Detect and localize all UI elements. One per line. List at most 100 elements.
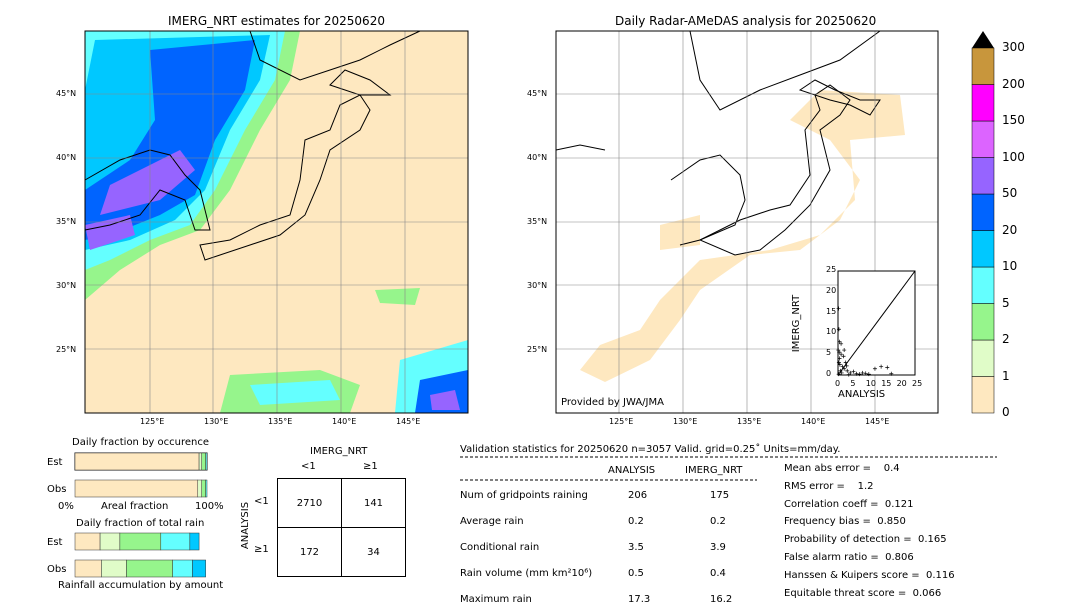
scatter-x-tick: 0 (835, 379, 841, 388)
stats-col-analysis: ANALYSIS (608, 465, 656, 476)
fraction-segment (197, 479, 202, 498)
right-map-frame (555, 30, 939, 414)
lat-tick: 30°N (56, 281, 77, 290)
colorbar-segment (971, 339, 995, 377)
scatter-y-tick: 0 (826, 369, 832, 378)
scatter-point (843, 360, 848, 365)
occ-est-label: Est (47, 457, 63, 468)
stat-label: Rain volume (mm km²10⁶) (460, 568, 593, 579)
fraction-segment (198, 452, 202, 471)
occ-tick-0: 0% (58, 501, 74, 512)
fraction-segment (201, 452, 206, 471)
score-line: Correlation coeff = 0.121 (784, 498, 914, 510)
scatter-x-tick: 15 (881, 379, 892, 388)
colorbar-label: 10 (1002, 259, 1018, 273)
ct-row-0: <1 (254, 496, 269, 507)
colorbar-segment (971, 47, 995, 85)
scatter-point (889, 371, 894, 376)
scatter-point (863, 371, 868, 376)
stat-imerg: 0.2 (710, 516, 726, 527)
fraction-segment (74, 559, 102, 578)
colorbar-segment (971, 266, 995, 304)
scatter-point (860, 370, 865, 375)
colorbar-segment (971, 157, 995, 195)
scatter-point (844, 363, 849, 368)
occurrence-title: Daily fraction by occurence (72, 437, 210, 448)
scatter-point (836, 348, 841, 353)
left-map-frame (84, 30, 469, 414)
credit: Provided by JWA/JMA (561, 397, 664, 408)
occ-obs-label: Obs (47, 484, 67, 495)
ct-cell: 34 (341, 527, 406, 577)
scatter-y-tick: 15 (826, 306, 837, 316)
scatter-point (846, 372, 851, 377)
lon-tick: 130°E (204, 417, 229, 426)
scatter-point (842, 366, 847, 371)
lat-tick: 25°N (56, 345, 77, 354)
ct-col-1: ≥1 (363, 461, 378, 472)
lon-tick: 130°E (673, 417, 698, 426)
scatter-y-tick: 5 (826, 348, 832, 358)
lon-tick: 145°E (865, 417, 890, 426)
score-line: RMS error = 1.2 (784, 480, 874, 492)
lat-tick: 40°N (527, 153, 548, 162)
stat-analysis: 0.5 (628, 568, 644, 579)
scatter-point (836, 327, 841, 332)
scatter-x-tick: 10 (865, 379, 876, 388)
ct-col-0: <1 (301, 461, 316, 472)
ct-side: ANALYSIS (240, 501, 252, 550)
stat-analysis: 0.2 (628, 516, 644, 527)
scatter-point (838, 368, 843, 373)
scatter-point (836, 306, 841, 311)
coastlines (84, 30, 881, 261)
scatter-y-tick: 10 (826, 327, 837, 337)
scatter-point (851, 369, 856, 374)
lat-tick: 45°N (527, 89, 548, 98)
scatter-inset (836, 270, 916, 377)
scatter-point (840, 364, 845, 369)
colorbar-label: 20 (1002, 222, 1018, 237)
colorbar-extend-arrow (972, 31, 994, 48)
fraction-segment (74, 479, 199, 498)
occ-tick-100: 100% (195, 501, 224, 512)
score-line: Frequency bias = 0.850 (784, 516, 906, 528)
lat-tick: 35°N (527, 217, 548, 226)
stat-label: Num of gridpoints raining (460, 490, 588, 501)
gridlines (85, 31, 938, 413)
scatter-x-tick: 25 (912, 379, 923, 388)
colorbar-label: 1 (1002, 368, 1010, 383)
colorbar-label: 300 (1002, 40, 1025, 54)
fraction-segment (201, 479, 206, 498)
fraction-segment (74, 452, 200, 471)
colorbar-label: 0 (1002, 405, 1010, 419)
lon-tick: 145°E (396, 417, 421, 426)
lon-tick: 125°E (609, 417, 634, 426)
scatter-ylabel: IMERG_NRT (791, 294, 803, 353)
colorbar-segment (971, 84, 995, 122)
colorbar (971, 31, 995, 414)
colorbar-label: 200 (1002, 76, 1025, 91)
scatter-x-tick: 5 (850, 379, 856, 388)
scatter-point (841, 354, 846, 359)
scatter-point (866, 372, 871, 377)
fraction-segment (172, 559, 193, 578)
scatter-x-tick: 20 (896, 379, 907, 388)
fraction-segment (99, 532, 121, 551)
scatter-point (845, 368, 850, 373)
scatter-point (839, 352, 844, 357)
scatter-point (885, 365, 890, 370)
lon-tick: 125°E (140, 417, 165, 426)
ct-cell: 2710 (277, 478, 342, 528)
scatter-point (836, 372, 841, 377)
rain-title: Daily fraction of total rain (76, 518, 205, 529)
stats-header: Validation statistics for 20250620 n=305… (460, 444, 841, 455)
ct-title: IMERG_NRT (310, 446, 368, 457)
fraction-segment (119, 532, 162, 551)
lon-tick: 135°E (268, 417, 293, 426)
fraction-segment (189, 532, 200, 551)
score-line: Probability of detection = 0.165 (784, 534, 947, 546)
ct-cell: 141 (341, 478, 406, 528)
rain-xlabel: Rainfall accumulation by amount (58, 580, 224, 591)
scatter-point (879, 364, 884, 369)
